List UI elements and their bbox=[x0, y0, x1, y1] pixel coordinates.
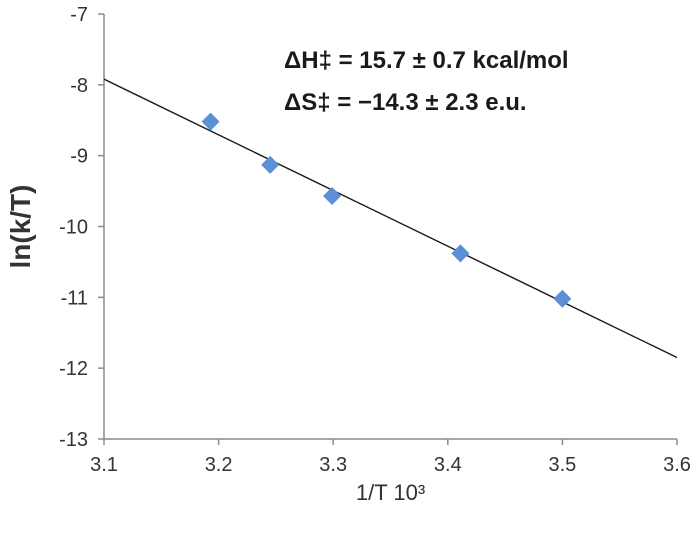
data-point bbox=[261, 155, 280, 174]
data-points bbox=[201, 112, 572, 308]
data-point bbox=[201, 112, 220, 131]
y-tick-label: -12 bbox=[59, 358, 88, 380]
y-ticks: -7 -8 -9 -10 -11 -12 -13 bbox=[59, 4, 104, 451]
x-ticks: 3.1 3.2 3.3 3.4 3.5 3.6 bbox=[90, 439, 691, 476]
annotation-entropy: ΔS‡ = −14.3 ± 2.3 e.u. bbox=[284, 89, 527, 116]
x-tick-label: 3.5 bbox=[548, 454, 576, 476]
x-tick-label: 3.1 bbox=[90, 454, 118, 476]
annotation-enthalpy: ΔH‡ = 15.7 ± 0.7 kcal/mol bbox=[284, 47, 569, 74]
y-tick-label: -10 bbox=[59, 217, 88, 239]
y-axis-title: ln(k/T) bbox=[5, 185, 36, 269]
axes bbox=[103, 14, 677, 440]
y-tick-label: -7 bbox=[70, 4, 88, 26]
x-tick-label: 3.4 bbox=[434, 454, 462, 476]
y-tick-label: -11 bbox=[61, 287, 88, 309]
y-tick-label: -8 bbox=[70, 75, 88, 97]
y-tick-label: -9 bbox=[70, 146, 88, 168]
x-tick-label: 3.2 bbox=[205, 454, 233, 476]
trendline bbox=[103, 78, 678, 359]
data-point bbox=[323, 187, 342, 206]
data-point bbox=[553, 289, 572, 308]
trendline-group bbox=[103, 78, 678, 359]
x-tick-label: 3.6 bbox=[663, 454, 691, 476]
x-axis-title: 1/T 10³ bbox=[356, 480, 425, 505]
y-tick-label: -13 bbox=[59, 429, 88, 451]
x-tick-label: 3.3 bbox=[319, 454, 347, 476]
data-point bbox=[451, 244, 470, 263]
